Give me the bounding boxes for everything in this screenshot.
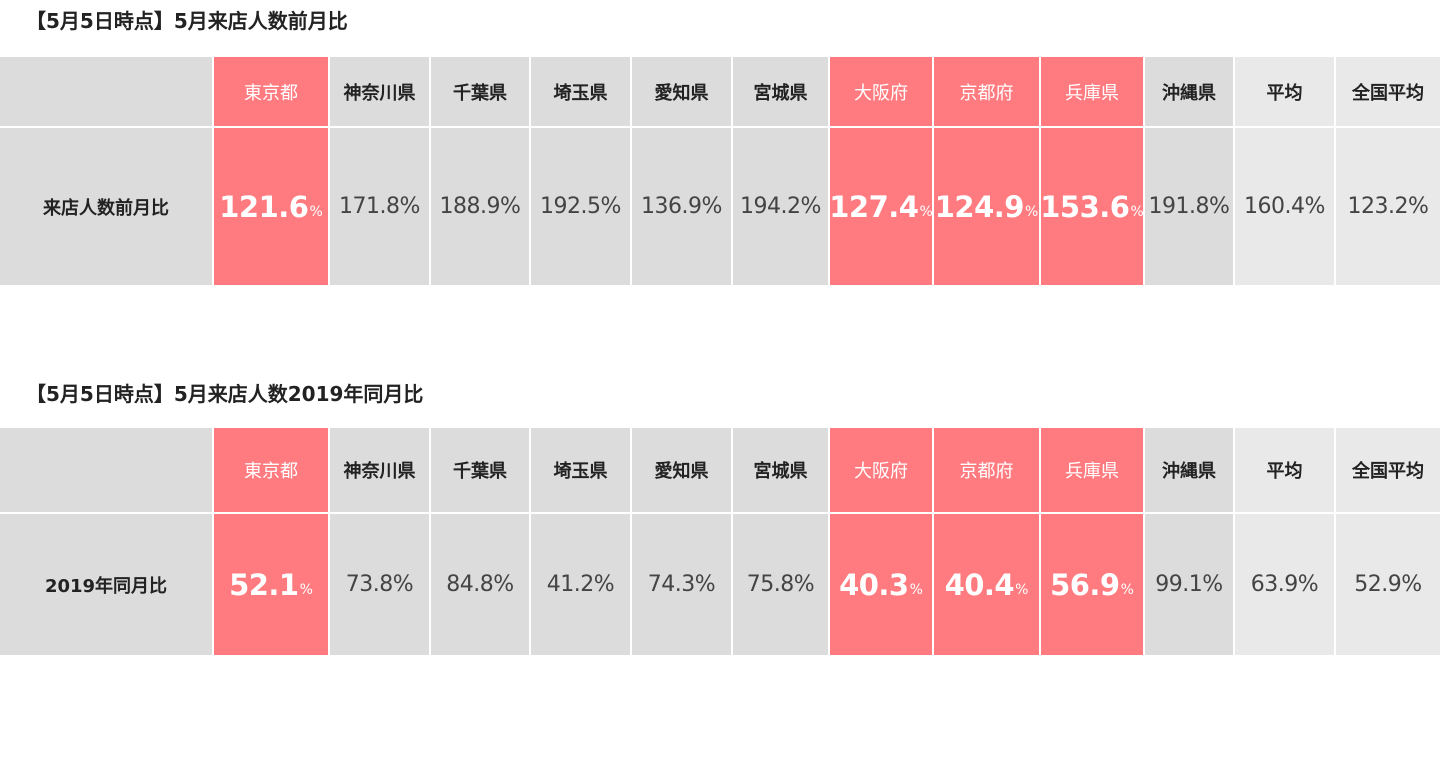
column-header: 東京都 [214, 57, 330, 128]
value-cell: 136.9% [632, 128, 733, 287]
value-number: 127.4 [830, 189, 919, 224]
column-header: 千葉県 [431, 428, 531, 514]
percent-sign: % [299, 581, 313, 598]
column-header: 千葉県 [431, 57, 531, 128]
percent-sign: % [309, 203, 323, 220]
highlighted-value-cell: 52.1% [214, 514, 330, 657]
value-number: 40.3 [839, 567, 909, 602]
row-label: 2019年同月比 [0, 514, 214, 657]
table-2-title: 【5月5日時点】5月来店人数2019年同月比 [26, 382, 424, 406]
column-header: 全国平均 [1336, 57, 1440, 128]
column-header: 埼玉県 [531, 57, 632, 128]
value-cell: 74.3% [632, 514, 733, 657]
percent-sign: % [1120, 581, 1134, 598]
value-number: 40.4 [944, 567, 1015, 602]
value-number: 153.6 [1041, 189, 1130, 224]
value-cell: 188.9% [431, 128, 531, 287]
column-header: 京都府 [934, 57, 1041, 128]
table-2-grid: 東京都 神奈川県 千葉県 埼玉県 愛知県 宮城県 大阪府 京都府 兵庫県 沖縄県 平均 全国平均 201… [0, 428, 1440, 657]
percent-sign: % [1024, 203, 1039, 220]
column-header: 全国平均 [1336, 428, 1440, 514]
column-header: 東京都 [214, 428, 330, 514]
table-corner-cell [0, 428, 214, 514]
highlighted-value-cell: 40.3% [830, 514, 934, 657]
value-cell: 171.8% [330, 128, 431, 287]
value-cell: 63.9% [1235, 514, 1336, 657]
value-cell: 75.8% [733, 514, 830, 657]
column-header: 平均 [1235, 57, 1336, 128]
table-1-title: 【5月5日時点】5月来店人数前月比 [26, 9, 348, 33]
value-number: 56.9 [1050, 567, 1120, 602]
highlighted-value-cell: 153.6% [1041, 128, 1145, 287]
column-header: 大阪府 [830, 428, 934, 514]
value-cell: 191.8% [1145, 128, 1235, 287]
column-header: 京都府 [934, 428, 1041, 514]
value-number: 52.1 [229, 567, 299, 602]
value-number: 124.9 [934, 189, 1025, 224]
highlighted-value-cell: 124.9% [934, 128, 1041, 287]
value-cell: 192.5% [531, 128, 632, 287]
column-header: 愛知県 [632, 57, 733, 128]
column-header: 平均 [1235, 428, 1336, 514]
column-header: 大阪府 [830, 57, 934, 128]
highlighted-value-cell: 56.9% [1041, 514, 1145, 657]
highlighted-value-cell: 121.6% [214, 128, 330, 287]
table-corner-cell [0, 57, 214, 128]
percent-sign: % [1130, 203, 1144, 220]
value-cell: 73.8% [330, 514, 431, 657]
percent-sign: % [909, 581, 923, 598]
column-header: 兵庫県 [1041, 57, 1145, 128]
value-cell: 160.4% [1235, 128, 1336, 287]
row-label: 来店人数前月比 [0, 128, 214, 287]
column-header: 沖縄県 [1145, 57, 1235, 128]
highlighted-value-cell: 40.4% [934, 514, 1041, 657]
value-cell: 41.2% [531, 514, 632, 657]
column-header: 沖縄県 [1145, 428, 1235, 514]
value-cell: 123.2% [1336, 128, 1440, 287]
value-cell: 99.1% [1145, 514, 1235, 657]
column-header: 神奈川県 [330, 428, 431, 514]
table-1-grid: 東京都 神奈川県 千葉県 埼玉県 愛知県 宮城県 大阪府 京都府 兵庫県 沖縄県 平均 全国平均来店人… [0, 57, 1440, 287]
percent-sign: % [1015, 581, 1029, 598]
column-header: 愛知県 [632, 428, 733, 514]
value-cell: 52.9% [1336, 514, 1440, 657]
highlighted-value-cell: 127.4% [830, 128, 934, 287]
percent-sign: % [919, 203, 933, 220]
column-header: 埼玉県 [531, 428, 632, 514]
column-header: 神奈川県 [330, 57, 431, 128]
column-header: 宮城県 [733, 428, 830, 514]
value-cell: 194.2% [733, 128, 830, 287]
column-header: 兵庫県 [1041, 428, 1145, 514]
column-header: 宮城県 [733, 57, 830, 128]
value-cell: 84.8% [431, 514, 531, 657]
value-number: 121.6 [219, 189, 309, 224]
